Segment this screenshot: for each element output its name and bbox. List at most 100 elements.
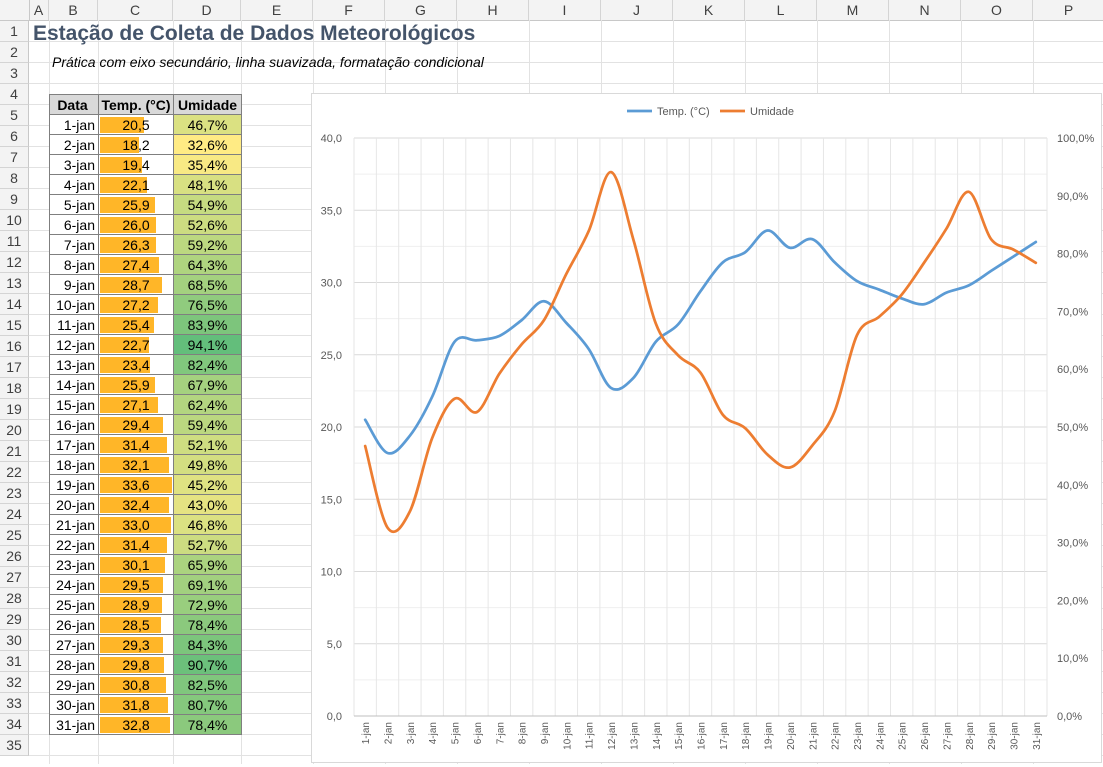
humidity-cell[interactable]: 90,7%	[173, 654, 242, 675]
row-header-5[interactable]: 5	[0, 105, 29, 126]
temp-cell[interactable]: 31,8	[98, 694, 174, 715]
temp-cell[interactable]: 23,4	[98, 354, 174, 375]
header-temp[interactable]: Temp. (°C)	[98, 94, 174, 115]
column-header-d[interactable]: D	[173, 0, 241, 20]
date-cell[interactable]: 12-jan	[49, 334, 99, 355]
temp-cell[interactable]: 25,9	[98, 374, 174, 395]
date-cell[interactable]: 6-jan	[49, 214, 99, 235]
humidity-cell[interactable]: 94,1%	[173, 334, 242, 355]
row-header-23[interactable]: 23	[0, 483, 29, 504]
temp-cell[interactable]: 27,2	[98, 294, 174, 315]
humidity-cell[interactable]: 76,5%	[173, 294, 242, 315]
column-header-o[interactable]: O	[961, 0, 1033, 20]
column-header-j[interactable]: J	[601, 0, 673, 20]
select-all-corner[interactable]	[0, 0, 30, 20]
humidity-cell[interactable]: 46,7%	[173, 114, 242, 135]
temp-cell[interactable]: 20,5	[98, 114, 174, 135]
row-header-8[interactable]: 8	[0, 168, 29, 189]
temp-cell[interactable]: 28,7	[98, 274, 174, 295]
date-cell[interactable]: 2-jan	[49, 134, 99, 155]
column-header-c[interactable]: C	[98, 0, 173, 20]
temp-cell[interactable]: 28,9	[98, 594, 174, 615]
date-cell[interactable]: 7-jan	[49, 234, 99, 255]
date-cell[interactable]: 9-jan	[49, 274, 99, 295]
temp-cell[interactable]: 25,9	[98, 194, 174, 215]
row-header-25[interactable]: 25	[0, 525, 29, 546]
temp-cell[interactable]: 25,4	[98, 314, 174, 335]
header-humidity[interactable]: Umidade	[173, 94, 242, 115]
row-header-22[interactable]: 22	[0, 462, 29, 483]
humidity-cell[interactable]: 45,2%	[173, 474, 242, 495]
column-header-p[interactable]: P	[1033, 0, 1103, 20]
row-header-12[interactable]: 12	[0, 252, 29, 273]
row-header-13[interactable]: 13	[0, 273, 29, 294]
date-cell[interactable]: 27-jan	[49, 634, 99, 655]
date-cell[interactable]: 5-jan	[49, 194, 99, 215]
row-header-27[interactable]: 27	[0, 567, 29, 588]
humidity-cell[interactable]: 72,9%	[173, 594, 242, 615]
row-header-26[interactable]: 26	[0, 546, 29, 567]
humidity-cell[interactable]: 64,3%	[173, 254, 242, 275]
humidity-cell[interactable]: 82,5%	[173, 674, 242, 695]
date-cell[interactable]: 31-jan	[49, 714, 99, 735]
humidity-cell[interactable]: 48,1%	[173, 174, 242, 195]
row-header-34[interactable]: 34	[0, 714, 29, 735]
row-header-21[interactable]: 21	[0, 441, 29, 462]
temp-cell[interactable]: 33,0	[98, 514, 174, 535]
row-header-14[interactable]: 14	[0, 294, 29, 315]
column-header-g[interactable]: G	[385, 0, 457, 20]
humidity-cell[interactable]: 78,4%	[173, 614, 242, 635]
row-header-4[interactable]: 4	[0, 84, 29, 105]
humidity-cell[interactable]: 43,0%	[173, 494, 242, 515]
row-header-32[interactable]: 32	[0, 672, 29, 693]
header-date[interactable]: Data	[49, 94, 99, 115]
row-header-1[interactable]: 1	[0, 21, 29, 42]
row-header-35[interactable]: 35	[0, 735, 29, 756]
row-header-9[interactable]: 9	[0, 189, 29, 210]
date-cell[interactable]: 23-jan	[49, 554, 99, 575]
row-header-6[interactable]: 6	[0, 126, 29, 147]
humidity-cell[interactable]: 82,4%	[173, 354, 242, 375]
date-cell[interactable]: 24-jan	[49, 574, 99, 595]
temp-cell[interactable]: 32,1	[98, 454, 174, 475]
humidity-cell[interactable]: 80,7%	[173, 694, 242, 715]
temp-cell[interactable]: 30,8	[98, 674, 174, 695]
temp-cell[interactable]: 29,4	[98, 414, 174, 435]
temp-cell[interactable]: 29,5	[98, 574, 174, 595]
humidity-cell[interactable]: 67,9%	[173, 374, 242, 395]
humidity-cell[interactable]: 54,9%	[173, 194, 242, 215]
date-cell[interactable]: 1-jan	[49, 114, 99, 135]
column-header-m[interactable]: M	[817, 0, 889, 20]
temp-cell[interactable]: 31,4	[98, 534, 174, 555]
temp-cell[interactable]: 19,4	[98, 154, 174, 175]
humidity-cell[interactable]: 59,4%	[173, 414, 242, 435]
date-cell[interactable]: 30-jan	[49, 694, 99, 715]
humidity-cell[interactable]: 65,9%	[173, 554, 242, 575]
humidity-cell[interactable]: 83,9%	[173, 314, 242, 335]
temp-cell[interactable]: 26,3	[98, 234, 174, 255]
temp-cell[interactable]: 18,2	[98, 134, 174, 155]
temp-cell[interactable]: 27,4	[98, 254, 174, 275]
date-cell[interactable]: 20-jan	[49, 494, 99, 515]
row-header-7[interactable]: 7	[0, 147, 29, 168]
date-cell[interactable]: 15-jan	[49, 394, 99, 415]
humidity-cell[interactable]: 69,1%	[173, 574, 242, 595]
temp-cell[interactable]: 31,4	[98, 434, 174, 455]
row-header-20[interactable]: 20	[0, 420, 29, 441]
row-header-17[interactable]: 17	[0, 357, 29, 378]
date-cell[interactable]: 21-jan	[49, 514, 99, 535]
column-header-i[interactable]: I	[529, 0, 601, 20]
humidity-cell[interactable]: 68,5%	[173, 274, 242, 295]
date-cell[interactable]: 3-jan	[49, 154, 99, 175]
humidity-cell[interactable]: 84,3%	[173, 634, 242, 655]
humidity-cell[interactable]: 35,4%	[173, 154, 242, 175]
row-header-33[interactable]: 33	[0, 693, 29, 714]
row-header-3[interactable]: 3	[0, 63, 29, 84]
row-header-30[interactable]: 30	[0, 630, 29, 651]
row-header-10[interactable]: 10	[0, 210, 29, 231]
date-cell[interactable]: 8-jan	[49, 254, 99, 275]
humidity-cell[interactable]: 32,6%	[173, 134, 242, 155]
date-cell[interactable]: 4-jan	[49, 174, 99, 195]
temp-cell[interactable]: 29,3	[98, 634, 174, 655]
row-header-29[interactable]: 29	[0, 609, 29, 630]
